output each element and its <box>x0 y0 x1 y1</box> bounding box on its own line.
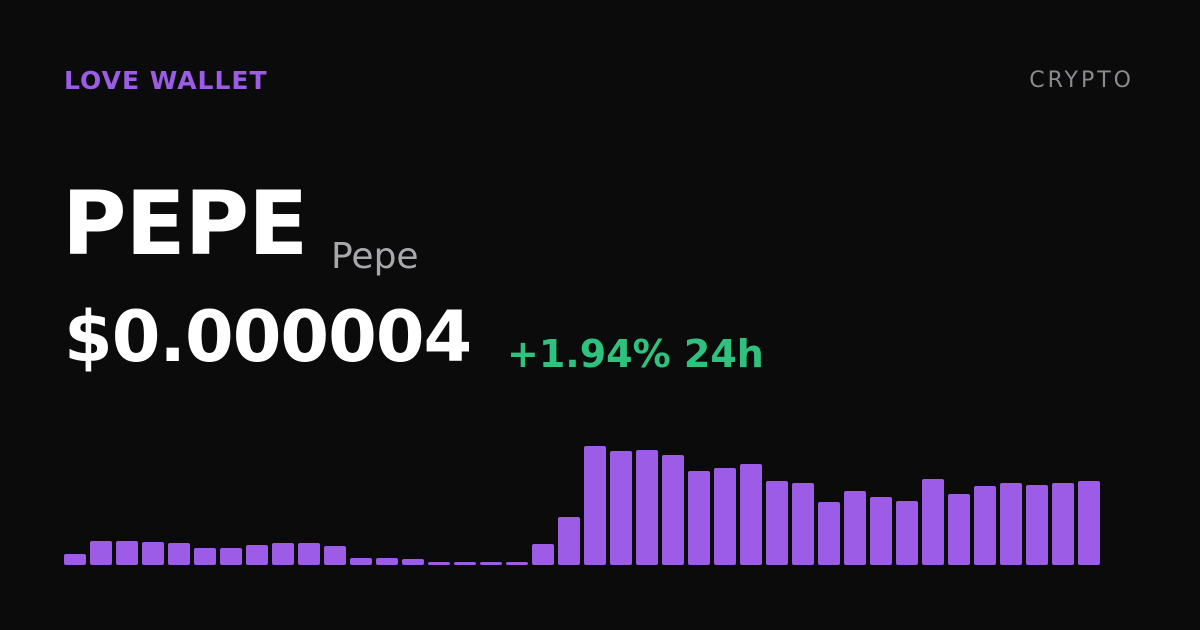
bar <box>350 558 372 565</box>
brand: LOVE WALLET <box>64 66 268 95</box>
bar <box>740 464 762 565</box>
bar <box>766 481 788 565</box>
bar <box>376 558 398 565</box>
bar <box>1078 481 1100 565</box>
bar <box>324 546 346 565</box>
bar <box>64 554 86 565</box>
bar <box>246 545 268 565</box>
bar <box>168 543 190 565</box>
bar <box>116 541 138 565</box>
bar <box>454 562 476 565</box>
bar <box>532 544 554 565</box>
bar <box>1052 483 1074 565</box>
bar <box>688 471 710 565</box>
bar <box>558 517 580 565</box>
bar <box>90 541 112 565</box>
bar <box>194 548 216 565</box>
bar <box>298 543 320 565</box>
price-change: +1.94% 24h <box>507 332 764 376</box>
bar <box>636 450 658 565</box>
bar <box>1000 483 1022 565</box>
bar <box>402 559 424 565</box>
bar <box>974 486 996 565</box>
price: $0.000004 <box>64 296 472 378</box>
bar <box>792 483 814 565</box>
bar <box>948 494 970 565</box>
bar <box>818 502 840 565</box>
bar <box>272 543 294 565</box>
bar <box>922 479 944 565</box>
bar <box>480 562 502 565</box>
asset-name: Pepe <box>331 236 419 277</box>
bar <box>506 562 528 565</box>
bar <box>584 446 606 565</box>
bar <box>662 455 684 565</box>
category: CRYPTO <box>1029 68 1134 93</box>
bar <box>714 468 736 565</box>
bar <box>610 451 632 565</box>
symbol: PEPE <box>62 172 308 275</box>
bar <box>220 548 242 565</box>
bar <box>844 491 866 565</box>
bar <box>142 542 164 565</box>
bar <box>1026 485 1048 565</box>
bar <box>870 497 892 565</box>
bar <box>428 562 450 565</box>
bar <box>896 501 918 565</box>
